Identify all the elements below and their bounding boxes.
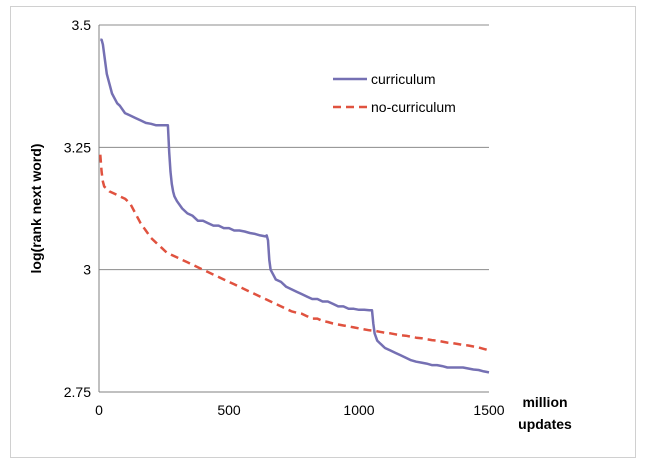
series-line-curriculum (100, 38, 490, 374)
line-chart: 2.75 3 3.25 3.5 0 500 1000 1500 log(rank next … (28, 17, 572, 432)
y-axis-title: log(rank next word) (28, 144, 44, 274)
y-tick-labels: 2.75 3 3.25 3.5 (64, 17, 91, 400)
y-tick-label: 3.5 (72, 17, 92, 33)
legend-label-curriculum: curriculum (371, 71, 436, 87)
y-tick-label: 2.75 (64, 384, 91, 400)
x-axis-title-line-2: updates (518, 416, 572, 432)
x-tick-label: 1000 (343, 402, 374, 418)
y-tick-label: 3.25 (64, 139, 91, 155)
legend: curriculum no-curriculum (333, 71, 456, 115)
gridlines (99, 24, 489, 271)
series-line-no-curriculum (99, 154, 490, 352)
x-axis-title-line-1: million (522, 394, 567, 410)
x-tick-label: 0 (95, 402, 103, 418)
x-tick-label: 500 (217, 402, 241, 418)
axes (98, 25, 489, 393)
x-tick-label: 1500 (473, 402, 504, 418)
y-tick-label: 3 (83, 262, 91, 278)
series-lines (99, 38, 490, 374)
x-tick-labels: 0 500 1000 1500 (95, 402, 505, 418)
chart-frame: 2.75 3 3.25 3.5 0 500 1000 1500 log(rank next … (10, 6, 636, 458)
legend-label-no-curriculum: no-curriculum (371, 99, 456, 115)
